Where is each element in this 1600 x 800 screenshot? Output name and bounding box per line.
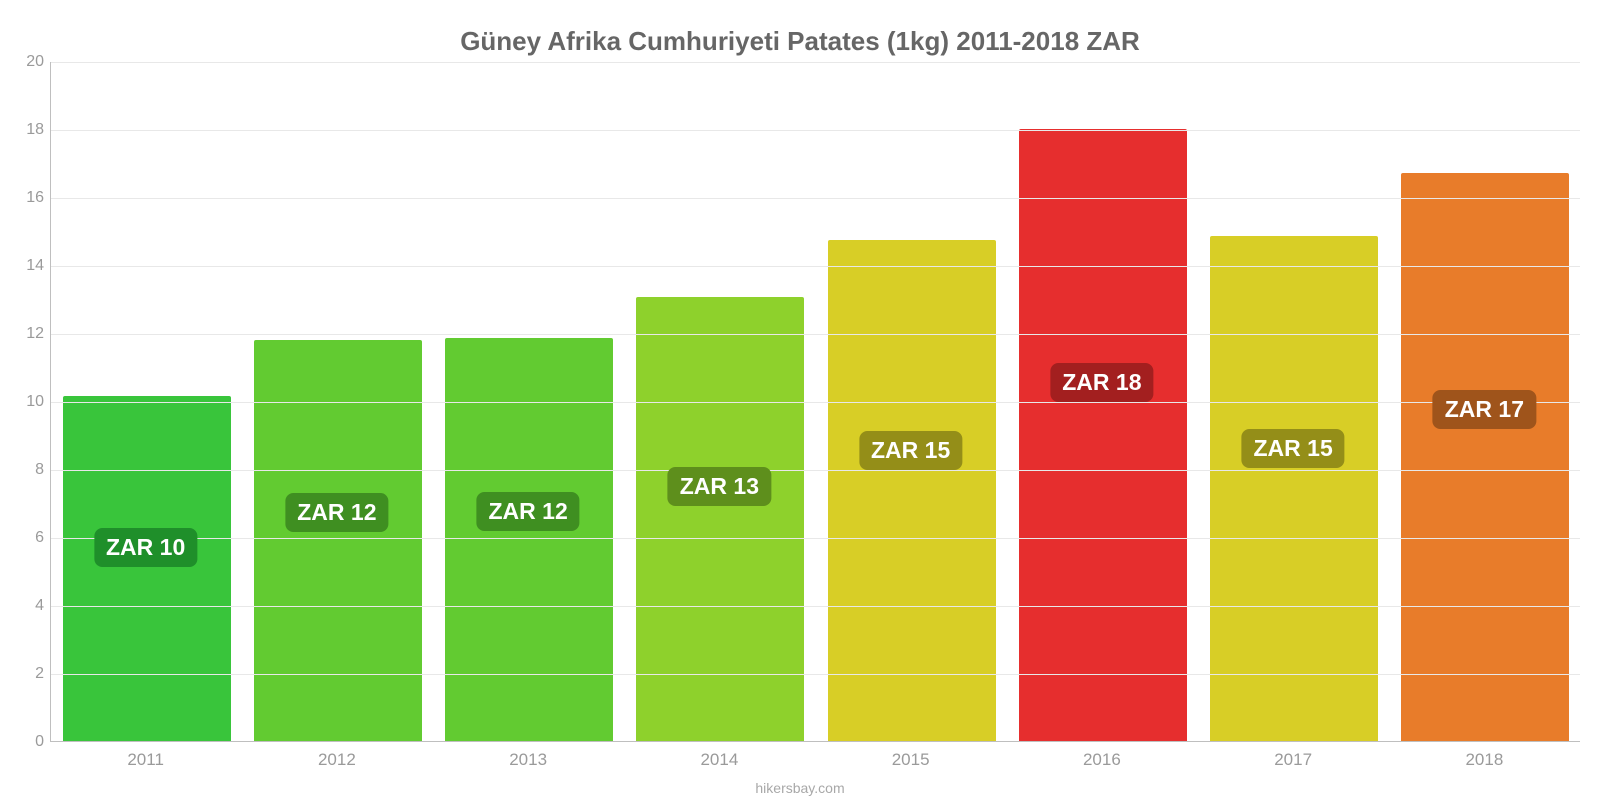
gridline — [51, 538, 1580, 539]
x-tick-label: 2013 — [509, 750, 547, 770]
x-tick-label: 2011 — [127, 750, 164, 770]
attribution-text: hikersbay.com — [0, 780, 1600, 796]
value-badge: ZAR 10 — [94, 528, 197, 567]
bar — [1019, 129, 1187, 741]
value-badge: ZAR 13 — [668, 467, 771, 506]
bar — [1401, 173, 1569, 741]
gridline — [51, 266, 1580, 267]
value-badge: ZAR 15 — [1242, 429, 1345, 468]
gridline — [51, 606, 1580, 607]
y-tick-label: 12 — [4, 325, 44, 343]
y-tick-label: 4 — [4, 597, 44, 615]
bar — [828, 240, 996, 742]
value-badge: ZAR 18 — [1050, 363, 1153, 402]
value-badge: ZAR 15 — [859, 431, 962, 470]
x-tick-label: 2017 — [1274, 750, 1312, 770]
value-badge: ZAR 17 — [1433, 390, 1536, 429]
bar — [63, 396, 231, 741]
x-tick-label: 2014 — [700, 750, 738, 770]
y-tick-label: 16 — [4, 189, 44, 207]
value-badge: ZAR 12 — [285, 493, 388, 532]
price-bar-chart: Güney Afrika Cumhuriyeti Patates (1kg) 2… — [0, 0, 1600, 800]
y-tick-label: 2 — [4, 665, 44, 683]
gridline — [51, 674, 1580, 675]
bar — [445, 338, 613, 741]
gridline — [51, 62, 1580, 63]
x-tick-label: 2015 — [892, 750, 930, 770]
y-tick-label: 10 — [4, 393, 44, 411]
x-tick-label: 2012 — [318, 750, 356, 770]
bar — [1210, 236, 1378, 741]
y-tick-label: 18 — [4, 121, 44, 139]
y-tick-label: 14 — [4, 257, 44, 275]
chart-title: Güney Afrika Cumhuriyeti Patates (1kg) 2… — [0, 26, 1600, 57]
y-tick-label: 8 — [4, 461, 44, 479]
gridline — [51, 402, 1580, 403]
gridline — [51, 334, 1580, 335]
plot-area — [50, 62, 1580, 742]
gridline — [51, 470, 1580, 471]
x-tick-label: 2018 — [1465, 750, 1503, 770]
gridline — [51, 198, 1580, 199]
bar — [254, 340, 422, 741]
value-badge: ZAR 12 — [477, 492, 580, 531]
y-tick-label: 20 — [4, 53, 44, 71]
x-tick-label: 2016 — [1083, 750, 1121, 770]
y-tick-label: 0 — [4, 733, 44, 751]
y-tick-label: 6 — [4, 529, 44, 547]
gridline — [51, 130, 1580, 131]
